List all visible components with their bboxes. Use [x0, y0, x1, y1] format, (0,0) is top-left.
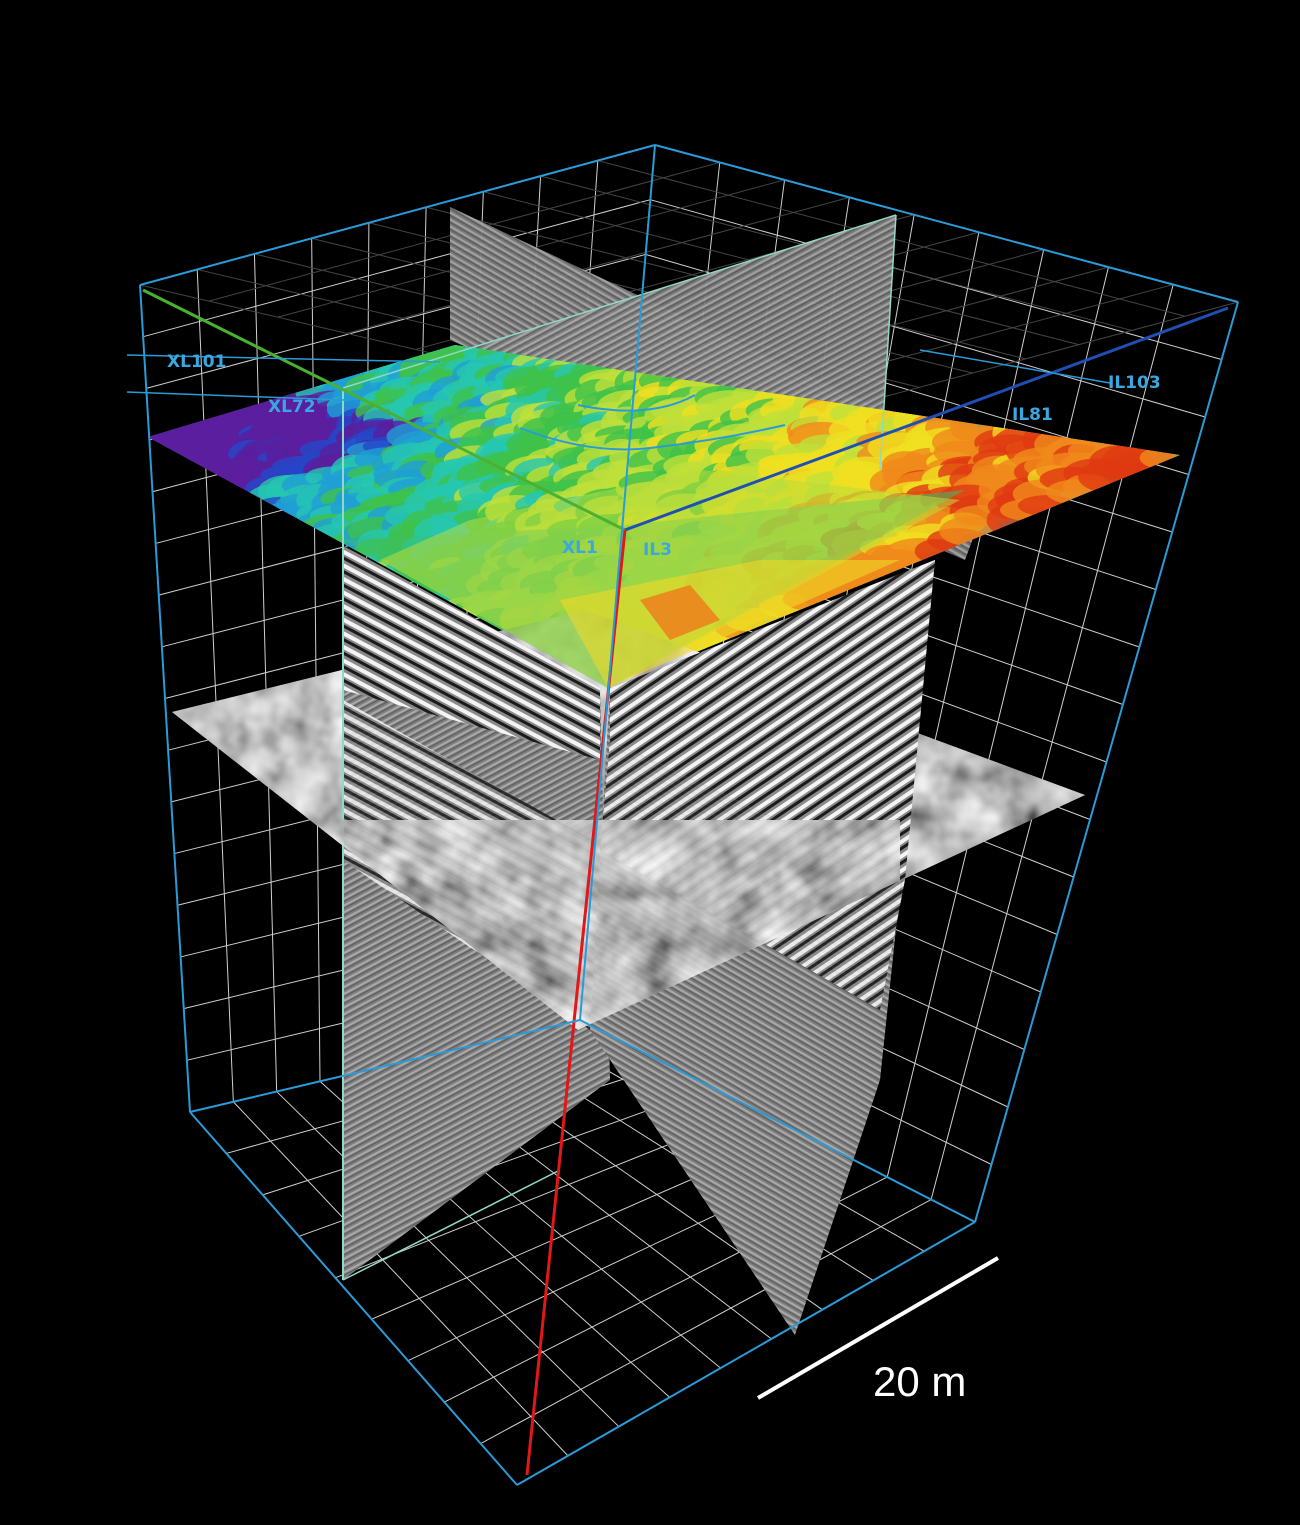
grid-line — [480, 1199, 932, 1444]
horizon-color-cell — [1139, 445, 1180, 470]
grid-line — [232, 1101, 569, 1457]
scale-bar-label: 20 m — [873, 1358, 966, 1405]
horizon-trace-curve — [577, 394, 696, 412]
label-il81: IL81 — [1012, 405, 1053, 425]
label-leader-xl101 — [126, 354, 441, 363]
grid-line — [189, 1111, 518, 1486]
scale-bar — [756, 1256, 1000, 1400]
grid-line — [974, 301, 1239, 1223]
grid-line — [516, 1221, 976, 1486]
grid-line — [189, 1019, 581, 1113]
grid-line — [579, 144, 656, 1021]
bounding-box-grid-front — [139, 144, 1239, 1486]
grid-line — [142, 199, 651, 338]
label-xl101: XL101 — [167, 352, 226, 372]
label-il103: IL103 — [1108, 373, 1161, 393]
grid-line — [654, 144, 1239, 303]
horizon-surface-front — [343, 470, 965, 688]
grid-line — [346, 196, 850, 334]
label-il3: IL3 — [643, 540, 672, 560]
grid-line — [579, 1019, 976, 1223]
grid-line — [139, 144, 656, 286]
label-leader-il103 — [919, 349, 1111, 384]
grid-line — [276, 1091, 620, 1427]
label-xl1: XL1 — [562, 538, 598, 558]
horizon-trace-curve — [519, 424, 786, 451]
label-leader-xl72 — [126, 391, 346, 401]
crossline-axis-line — [142, 288, 626, 532]
inline-axis-line — [624, 306, 1229, 532]
label-xl72: XL72 — [268, 397, 316, 417]
grid-line — [139, 284, 191, 1113]
